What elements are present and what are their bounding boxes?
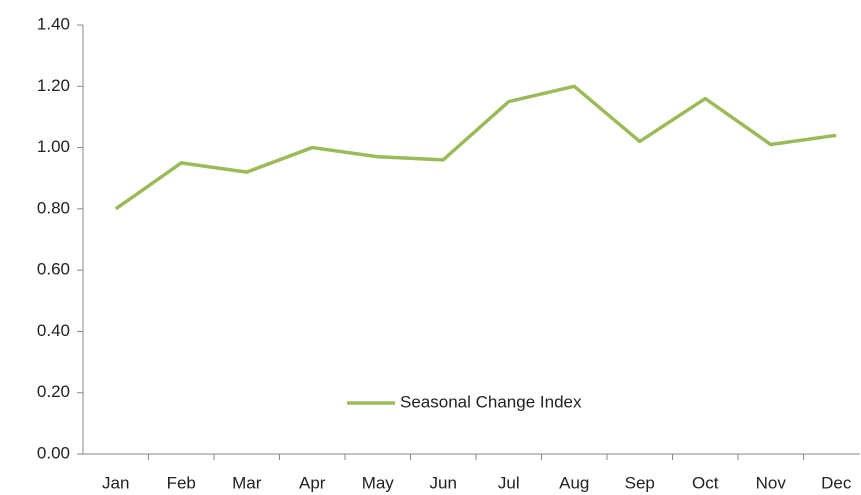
x-tick-label: Jun: [430, 473, 457, 492]
series-line: [114, 84, 837, 211]
x-tick-label: Oct: [692, 473, 719, 492]
y-tick-label: 1.20: [37, 76, 70, 95]
y-tick-label: 0.20: [37, 382, 70, 401]
x-tick-label: Aug: [559, 473, 589, 492]
y-tick-label: 1.00: [37, 137, 70, 156]
x-tick-label: Sep: [625, 473, 655, 492]
x-tick-label: Mar: [232, 473, 262, 492]
legend-label: Seasonal Change Index: [400, 392, 582, 411]
x-tick-label: Jul: [498, 473, 520, 492]
x-tick-label: Feb: [167, 473, 196, 492]
y-tick-label: 0.00: [37, 443, 70, 462]
x-tick-label: Jan: [102, 473, 129, 492]
y-tick-label: 0.60: [37, 260, 70, 279]
x-tick-label: Nov: [756, 473, 787, 492]
x-tick-label: May: [362, 473, 395, 492]
y-tick-label: 0.80: [37, 198, 70, 217]
y-tick-label: 0.40: [37, 321, 70, 340]
x-tick-label: Dec: [821, 473, 852, 492]
y-tick-label: 1.40: [37, 14, 70, 33]
x-tick-label: Apr: [299, 473, 326, 492]
